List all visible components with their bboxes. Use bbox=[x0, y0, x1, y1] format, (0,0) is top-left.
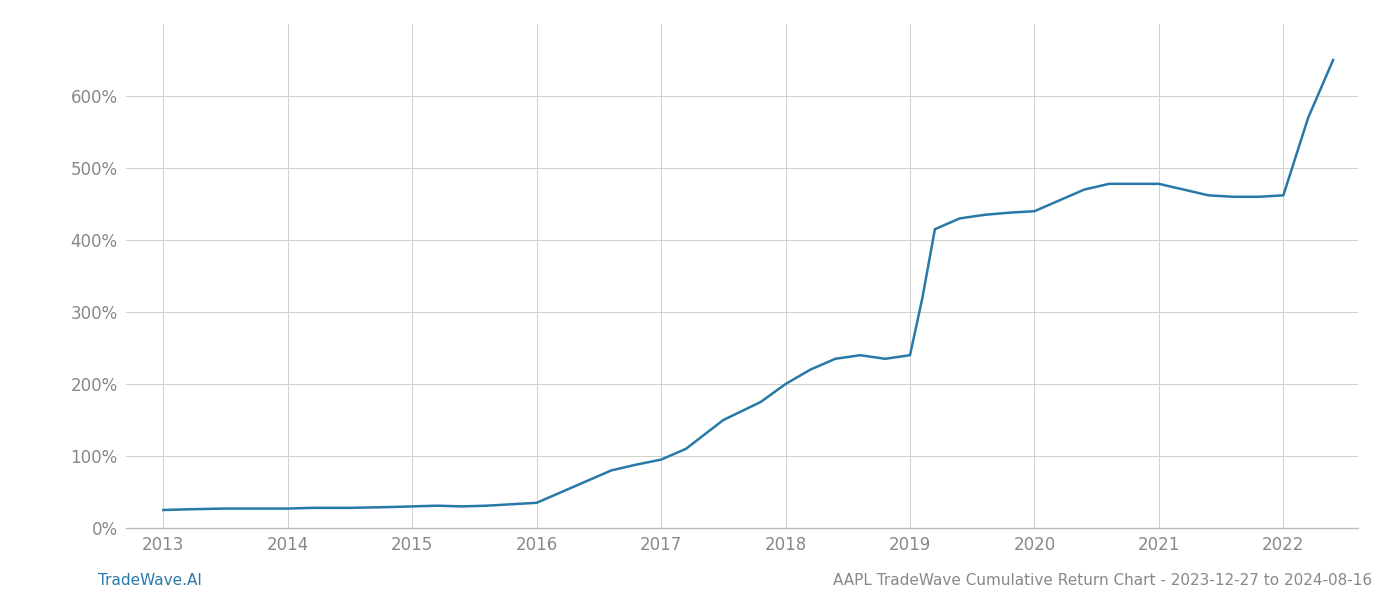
Text: TradeWave.AI: TradeWave.AI bbox=[98, 573, 202, 588]
Text: AAPL TradeWave Cumulative Return Chart - 2023-12-27 to 2024-08-16: AAPL TradeWave Cumulative Return Chart -… bbox=[833, 573, 1372, 588]
